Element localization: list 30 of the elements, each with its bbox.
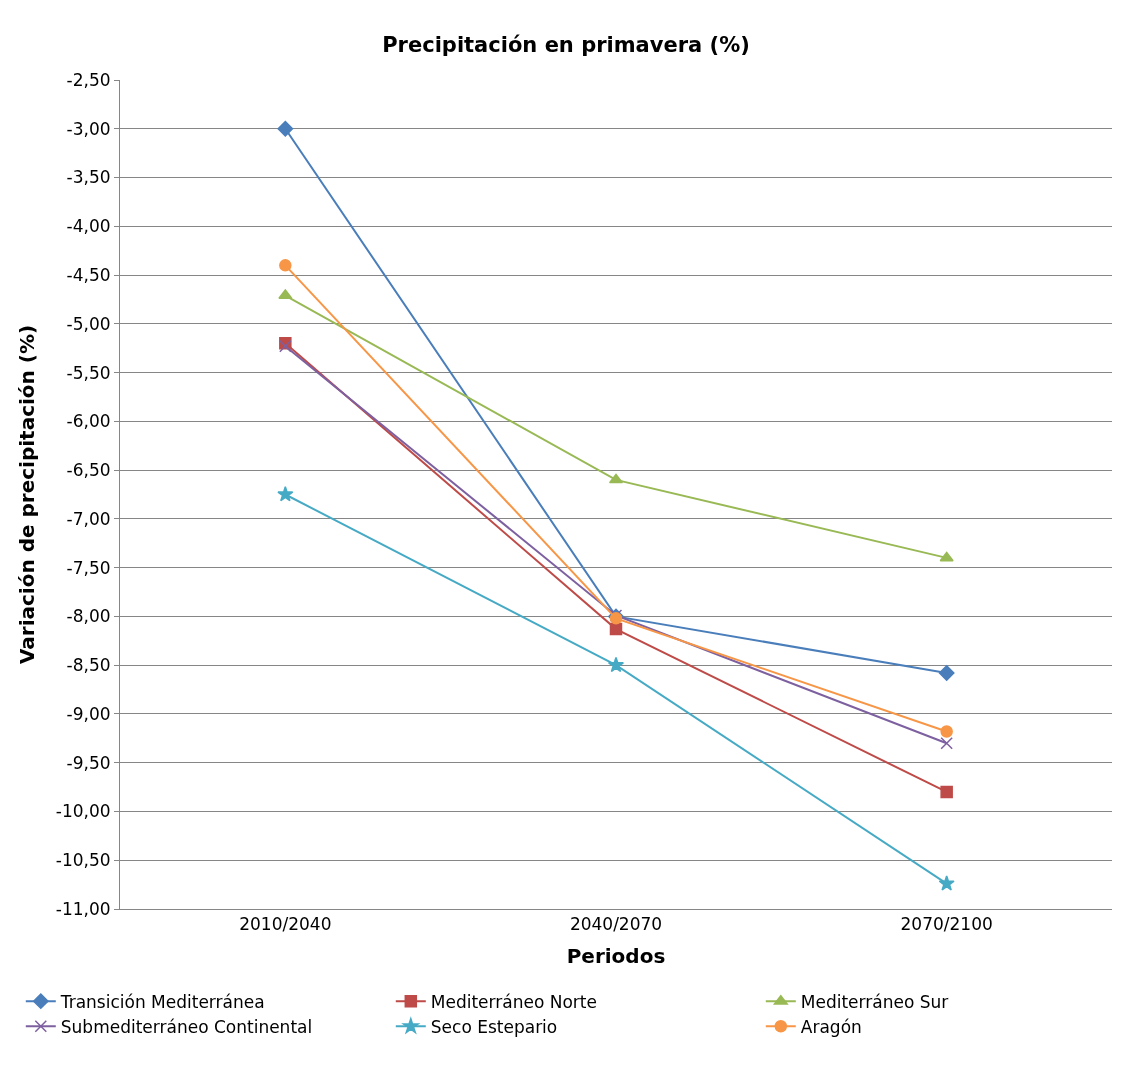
legend-label: Seco Estepario — [430, 1016, 558, 1037]
y-axis-title: Variación de precipitación (%) — [15, 324, 40, 665]
legend-label: Submediterráneo Continental — [60, 1016, 313, 1037]
y-tick-label: -4,00 — [66, 216, 111, 237]
y-tick-label: -3,00 — [66, 118, 111, 139]
chart-title: Precipitación en primavera (%) — [382, 33, 750, 58]
y-tick-label: -7,50 — [66, 557, 111, 578]
y-tick-label: -5,00 — [66, 313, 111, 334]
y-tick-label: -6,50 — [66, 460, 111, 481]
y-tick-label: -8,00 — [66, 606, 111, 627]
x-axis-title: Periodos — [566, 943, 666, 968]
legend-label: Mediterráneo Sur — [800, 991, 949, 1012]
y-tick-label: -11,00 — [55, 898, 111, 919]
y-tick-label: -8,50 — [66, 655, 111, 676]
y-tick-label: -6,00 — [66, 411, 111, 432]
y-tick-label: -2,50 — [66, 69, 111, 90]
y-tick-label: -3,50 — [66, 167, 111, 188]
y-tick-label: -10,00 — [55, 801, 111, 822]
legend-label: Mediterráneo Norte — [430, 991, 597, 1012]
y-tick-label: -9,00 — [66, 703, 111, 724]
y-tick-label: -9,50 — [66, 752, 111, 773]
x-tick-label: 2040/2070 — [569, 914, 663, 935]
x-tick-label: 2070/2100 — [900, 914, 993, 935]
legend-label: Transición Mediterránea — [59, 991, 265, 1012]
y-tick-label: -10,50 — [55, 850, 111, 871]
legend-label: Aragón — [800, 1016, 862, 1037]
y-tick-label: -5,50 — [66, 362, 111, 383]
y-tick-label: -7,00 — [66, 508, 111, 529]
x-tick-label: 2010/2040 — [239, 914, 332, 935]
y-tick-label: -4,50 — [66, 265, 111, 286]
